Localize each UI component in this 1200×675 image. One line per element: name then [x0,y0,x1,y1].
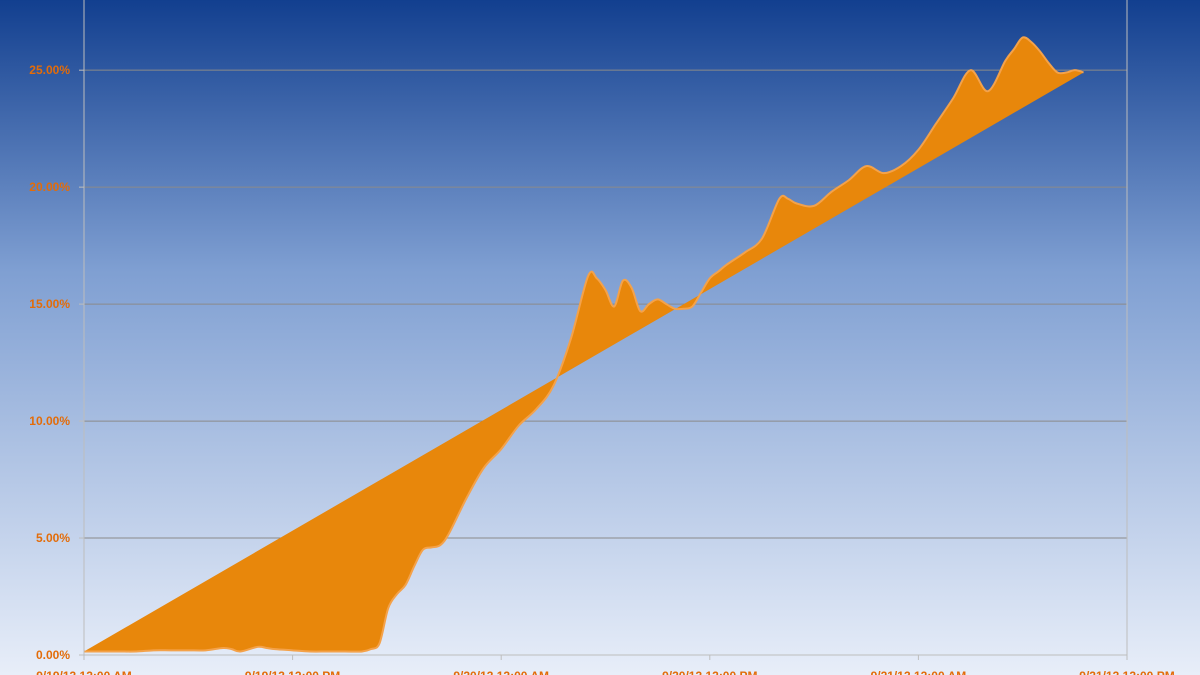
series-area [83,36,1084,653]
y-tick-label-4: 20.00% [29,180,70,194]
x-tick-label-4: 9/21/13 12:00 AM [871,669,967,675]
y-tick-label-0: 0.00% [36,648,70,662]
x-tick-label-0: 9/19/13 12:00 AM [36,669,132,675]
x-axis-ticks: 9/19/13 12:00 AM 9/19/13 12:00 PM 9/20/13 … [36,655,1175,675]
y-tick-label-5: 25.00% [29,63,70,77]
x-tick-label-1: 9/19/13 12:00 PM [245,669,340,675]
y-tick-label-2: 10.00% [29,414,70,428]
x-tick-label-5: 9/21/13 12:00 PM [1079,669,1174,675]
y-tick-label-1: 5.00% [36,531,70,545]
y-tick-label-3: 15.00% [29,297,70,311]
x-tick-label-3: 9/20/13 12:00 PM [662,669,757,675]
y-axis-ticks: 0.00% 5.00% 10.00% 15.00% 20.00% 25.00% [29,63,84,662]
x-tick-label-2: 9/20/13 12:00 AM [453,669,549,675]
series-area-edge [83,36,1084,653]
axes [83,0,1128,656]
